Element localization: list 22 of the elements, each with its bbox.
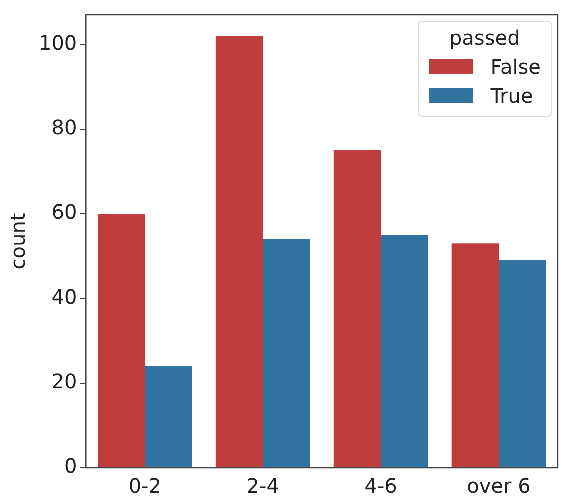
legend-title: passed — [448, 26, 522, 50]
y-tick-label: 80 — [52, 116, 78, 140]
x-tick-label: 0-2 — [128, 474, 162, 498]
bar — [263, 239, 310, 468]
y-tick-label: 0 — [64, 454, 78, 478]
bar — [98, 214, 146, 468]
x-tick-label: 2-4 — [246, 474, 280, 498]
y-axis-title: count — [6, 213, 30, 270]
bar — [145, 366, 192, 468]
legend-label: True — [490, 84, 534, 108]
bar — [499, 260, 546, 468]
legend-label: False — [490, 54, 541, 78]
bar — [452, 244, 500, 468]
y-tick-label: 20 — [52, 370, 78, 394]
x-tick-label: over 6 — [467, 474, 531, 498]
y-tick-label: 40 — [52, 284, 78, 309]
y-tick-label: 100 — [38, 30, 78, 55]
x-tick-label: 4-6 — [364, 474, 398, 498]
bar — [334, 150, 382, 468]
bar — [216, 36, 264, 468]
y-tick-label: 60 — [52, 200, 78, 224]
bar — [381, 235, 428, 468]
